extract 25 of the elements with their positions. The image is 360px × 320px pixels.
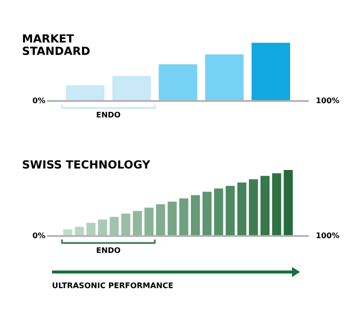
bar [86, 222, 96, 236]
bar [158, 64, 198, 101]
chart-title: SWISS TECHNOLOGY [22, 160, 150, 169]
bar [168, 202, 177, 236]
bar [112, 76, 151, 101]
bar [98, 219, 108, 236]
bar [237, 182, 246, 236]
bar [121, 214, 130, 236]
bar [284, 170, 293, 236]
bar [202, 192, 212, 236]
bar [66, 85, 104, 101]
bar [110, 216, 119, 236]
bar [205, 54, 244, 101]
bar [144, 208, 154, 236]
bar [272, 173, 282, 236]
bar [226, 186, 235, 236]
bar [260, 176, 270, 236]
bar [179, 198, 188, 236]
bar [214, 188, 224, 236]
bar [156, 204, 166, 236]
bar [248, 179, 258, 236]
chart-title: MARKET STANDARD [22, 34, 90, 56]
bar [190, 195, 200, 236]
bar [132, 210, 142, 236]
bar [252, 42, 290, 101]
